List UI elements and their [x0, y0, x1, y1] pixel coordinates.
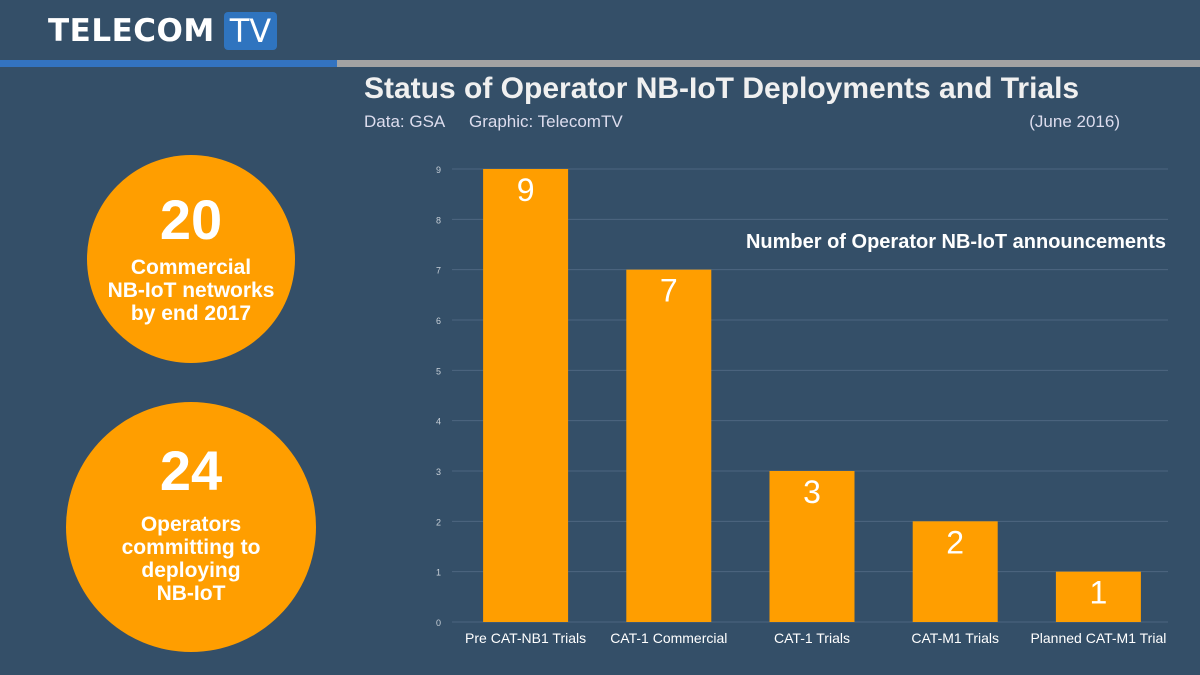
bar [912, 521, 998, 622]
callout-line: Commercial [130, 256, 252, 279]
header-divider-blue [0, 60, 337, 67]
data-label: 2 [946, 524, 964, 560]
x-tick-label: CAT-1 Trials [774, 630, 850, 646]
x-tick-label: CAT-1 Commercial [610, 630, 727, 646]
bar [769, 471, 855, 622]
data-source: Data: GSA [364, 112, 446, 131]
callout-line: NB-IoT networks [107, 279, 275, 302]
date: (June 2016) [1029, 112, 1120, 131]
y-tick-label: 2 [436, 517, 441, 527]
header-divider-grey [337, 60, 1200, 67]
bar [626, 269, 712, 622]
callout-line: deploying [141, 559, 241, 582]
telecomtv-logo: TELECOM TV [48, 12, 278, 50]
bar [1055, 571, 1141, 622]
x-tick-label: CAT-M1 Trials [911, 630, 999, 646]
y-tick-label: 3 [436, 467, 441, 477]
data-label: 3 [803, 474, 821, 510]
y-tick-label: 9 [436, 165, 441, 175]
page-title: Status of Operator NB-IoT Deployments an… [364, 72, 1080, 105]
bar [483, 169, 569, 622]
y-tick-label: 5 [436, 366, 441, 376]
data-label: 9 [517, 172, 535, 208]
graphic-credit: Graphic: TelecomTV [469, 112, 623, 131]
callout-number: 20 [159, 188, 223, 251]
callout-operators: 24 Operators committing to deploying NB-… [66, 402, 316, 652]
y-tick-label: 1 [436, 568, 441, 578]
y-tick-label: 6 [436, 316, 441, 326]
callout-number: 24 [159, 439, 223, 502]
data-label: 1 [1090, 575, 1108, 611]
callout-commercial-networks: 20 Commercial NB-IoT networks by end 201… [87, 155, 295, 363]
y-tick-label: 4 [436, 417, 441, 427]
logo-tv: TV [223, 12, 278, 50]
callout-line: NB-IoT [156, 582, 226, 605]
logo-text: TELECOM [48, 13, 215, 49]
callout-line: Operators [140, 513, 242, 536]
data-label: 7 [660, 273, 678, 309]
y-tick-label: 8 [436, 215, 441, 225]
callout-line: by end 2017 [130, 302, 252, 325]
x-tick-label: Pre CAT-NB1 Trials [465, 630, 586, 646]
callout-line: committing to [121, 536, 261, 559]
chart-title: Number of Operator NB-IoT announcements [746, 231, 1166, 253]
x-tick-label: Planned CAT-M1 Trial [1030, 630, 1166, 646]
y-tick-label: 7 [436, 266, 441, 276]
y-tick-label: 0 [436, 618, 441, 628]
